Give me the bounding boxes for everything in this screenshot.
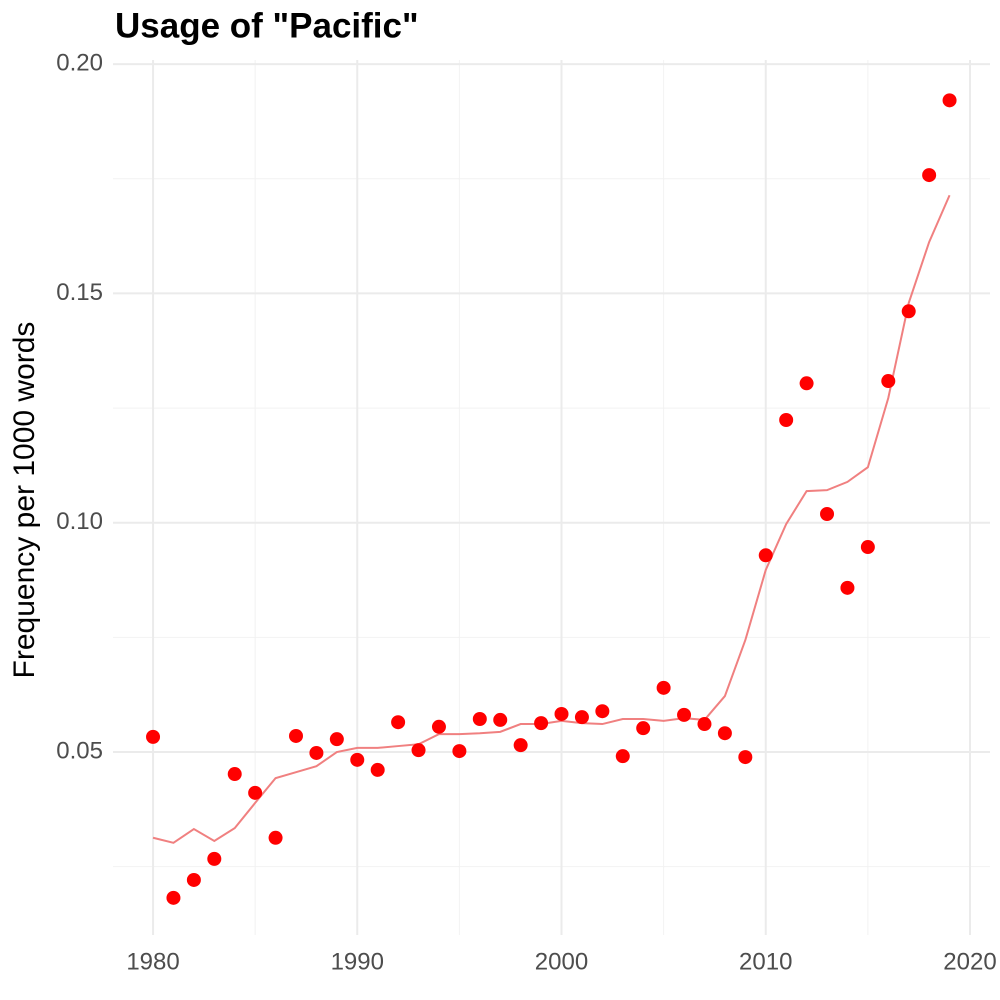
point [840,580,855,595]
point [472,712,487,727]
point [431,719,446,734]
point [860,540,875,555]
point [370,762,385,777]
y-tick-label: 0.20 [56,49,103,76]
x-tick-label: 1990 [331,948,384,975]
point [207,851,222,866]
point [268,830,283,845]
y-tick-label: 0.15 [56,279,103,306]
point [574,710,589,725]
x-tick-label: 1980 [126,948,179,975]
point [411,743,426,758]
point [146,729,161,744]
point [922,168,937,183]
point [166,890,181,905]
point [799,376,814,391]
point [227,767,242,782]
point [329,732,344,747]
point [881,374,896,389]
point [615,749,630,764]
point [309,745,324,760]
point [452,744,467,759]
point [248,785,263,800]
point [288,728,303,743]
point [493,712,508,727]
point [595,704,610,719]
point [942,93,957,108]
y-tick-label: 0.10 [56,508,103,535]
y-axis-label: Frequency per 1000 words [8,322,41,679]
point [554,706,569,721]
point [636,721,651,736]
point [186,872,201,887]
x-tick-label: 2020 [943,948,996,975]
point [738,750,753,765]
trend-line [152,194,951,844]
x-tick-label: 2000 [535,948,588,975]
point [350,752,365,767]
point [758,548,773,563]
point [697,717,712,732]
point [717,726,732,741]
point [677,707,692,722]
y-tick-label: 0.05 [56,737,103,764]
point [779,412,794,427]
point [656,680,671,695]
chart-title: Usage of "Pacific" [115,6,419,45]
point [391,715,406,730]
x-tick-label: 2010 [739,948,792,975]
point [901,304,916,319]
point [513,738,528,753]
point [820,507,835,522]
point [534,716,549,731]
